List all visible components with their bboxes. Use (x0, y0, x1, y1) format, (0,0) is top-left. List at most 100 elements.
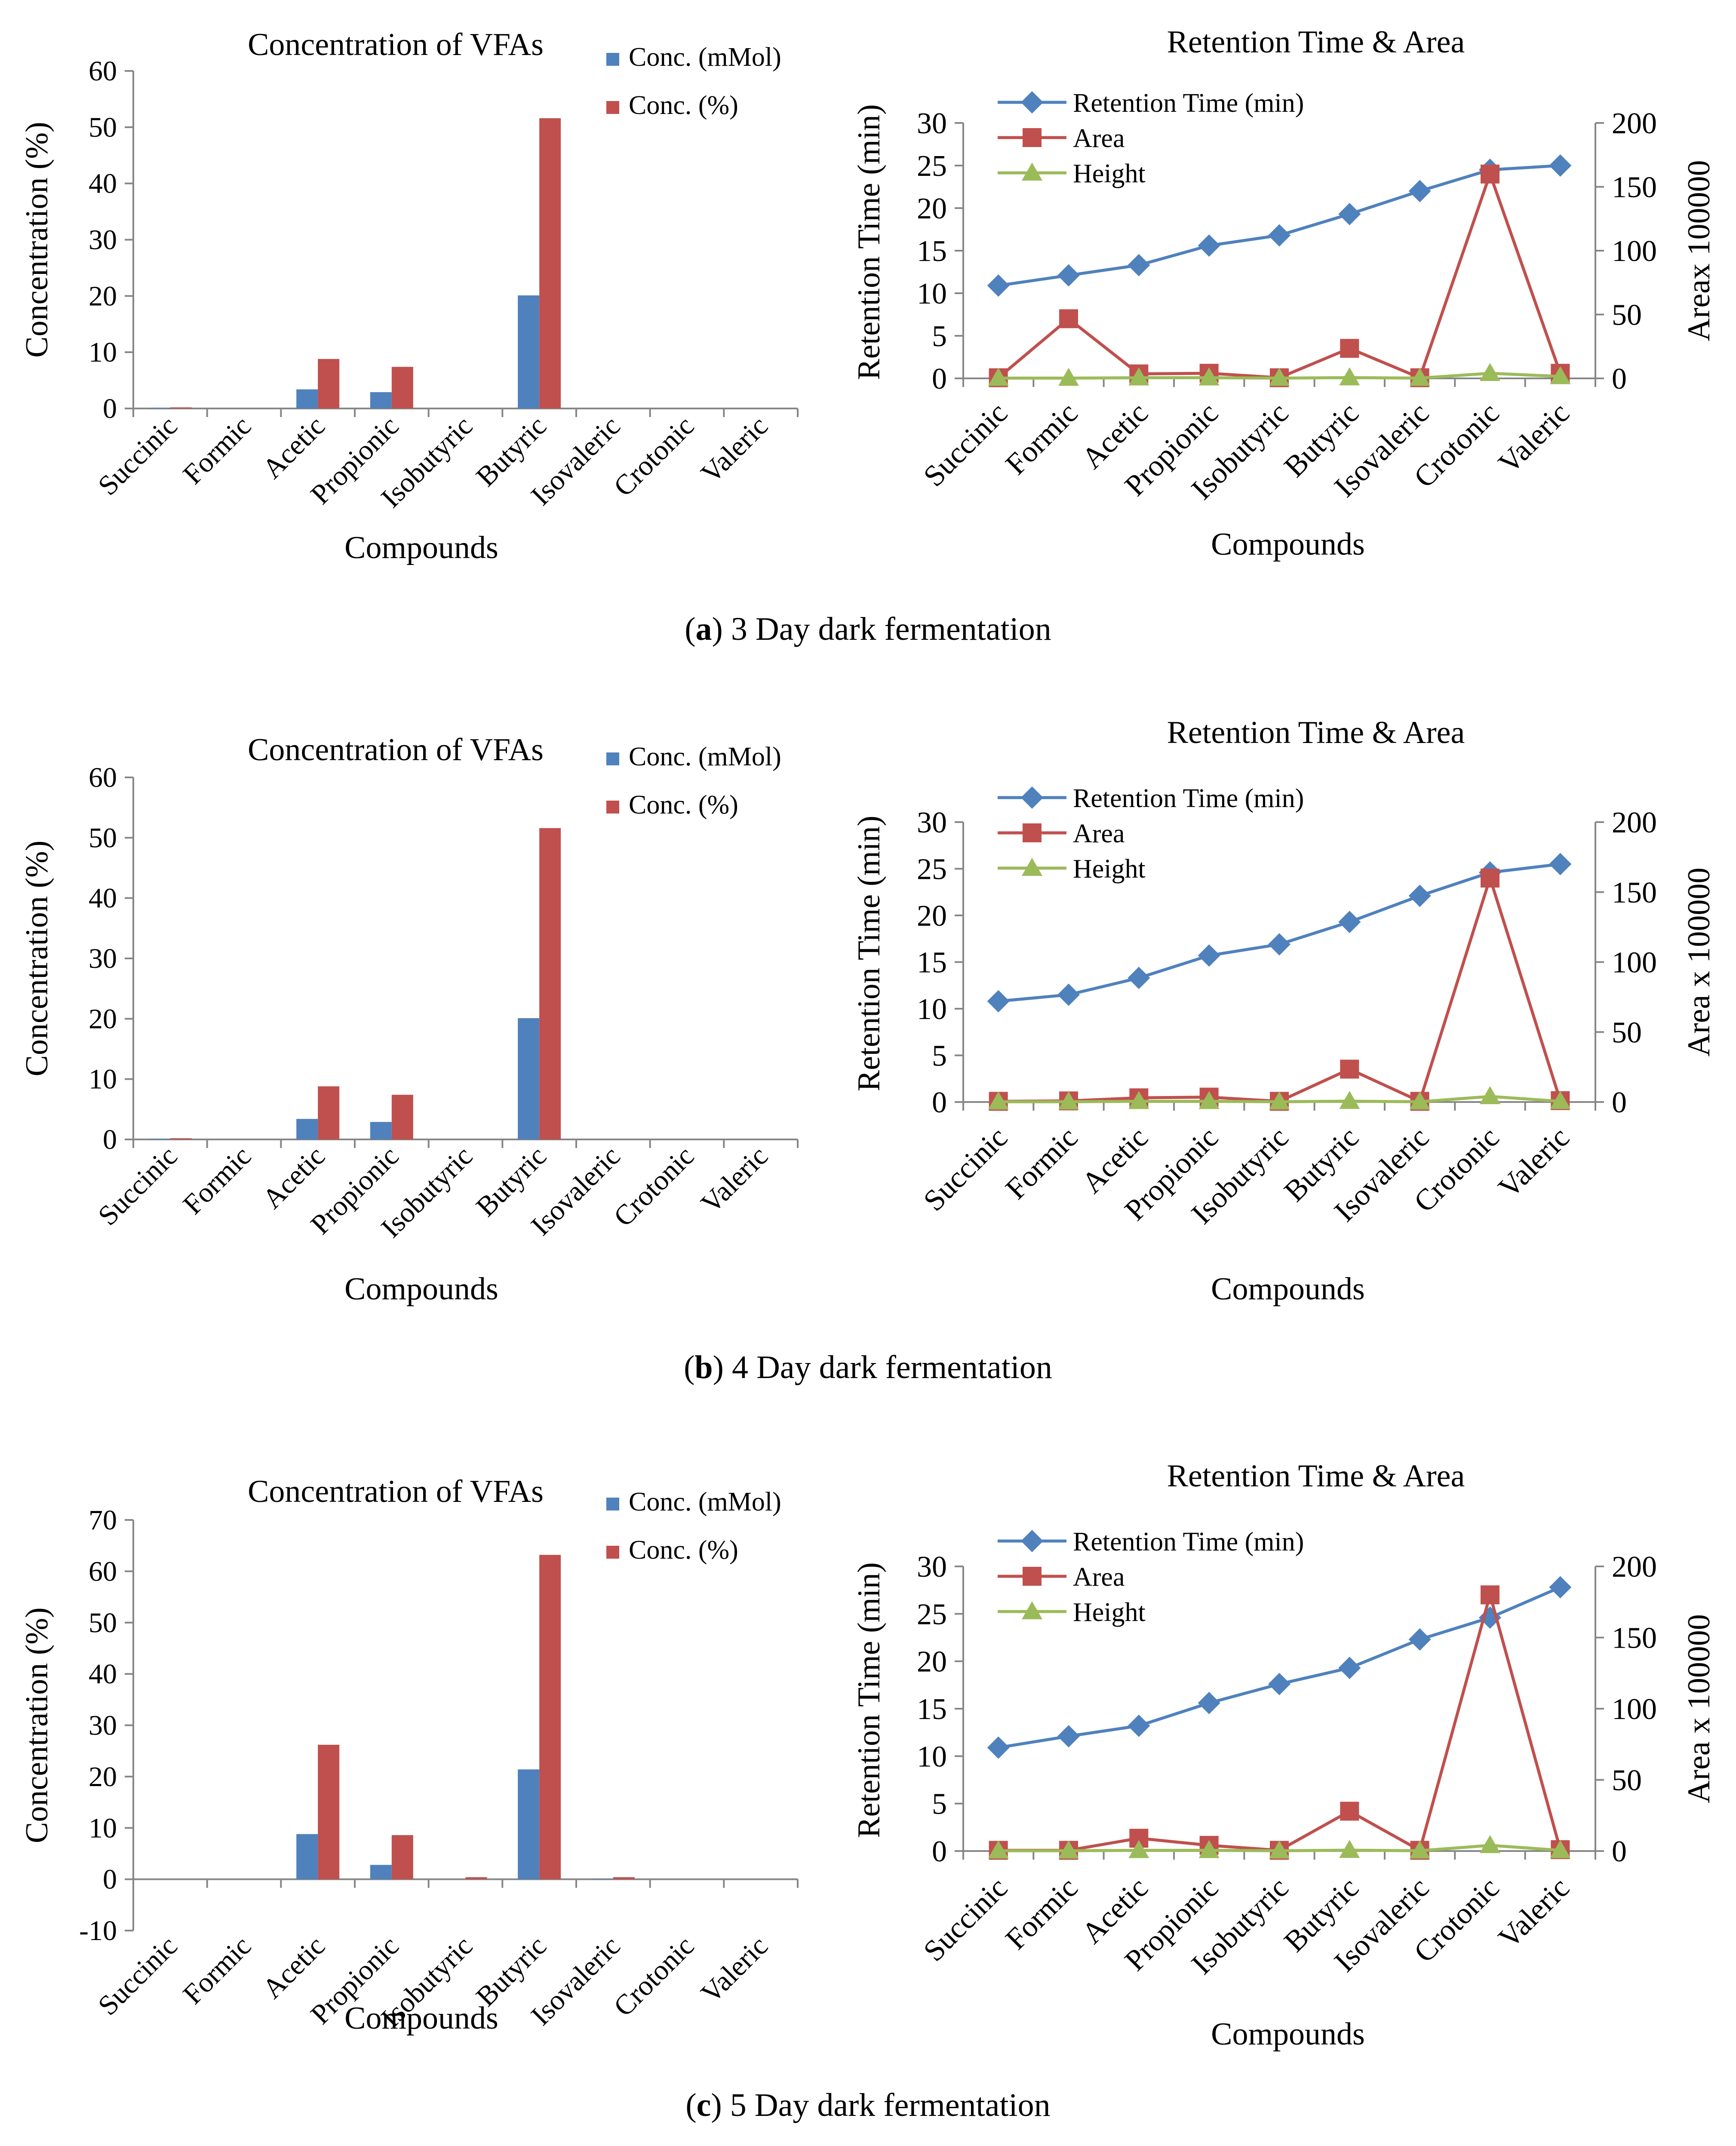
y-axis-label: Retention Time (min) (851, 104, 887, 380)
marker-triangle (1128, 1840, 1149, 1858)
bar-conc-mmol (370, 1865, 392, 1879)
y-tick-label: 5 (932, 1040, 947, 1073)
marker-square (1340, 1802, 1359, 1821)
marker-triangle (1022, 858, 1042, 876)
y-tick-label: 30 (89, 224, 117, 256)
y-tick-label: 30 (917, 806, 947, 839)
marker-triangle (1198, 1840, 1220, 1858)
y-tick-label: 0 (932, 1835, 947, 1868)
y-tick-label: 10 (89, 1064, 117, 1095)
bar-conc-pct (539, 828, 561, 1139)
marker-diamond (987, 274, 1010, 297)
legend-label: Height (1073, 159, 1146, 188)
x-tick-label: Succinic (917, 1871, 1014, 1968)
series-line-area (998, 873, 1562, 1104)
marker-triangle (1058, 1091, 1079, 1110)
y2-tick-label: 100 (1612, 235, 1657, 268)
x-tick-label: Formic (999, 396, 1084, 481)
bar-conc-pct (318, 1744, 340, 1879)
legend-label: Area (1073, 819, 1125, 848)
marker-diamond (1128, 1714, 1150, 1737)
x-tick-label: Valeric (695, 1930, 774, 2009)
marker-triangle (1409, 1091, 1430, 1110)
y-tick-label: 20 (917, 900, 947, 933)
y-tick-label: 25 (917, 1598, 947, 1631)
y2-axis-label: Areax 100000 (1681, 160, 1717, 341)
bar-conc-mmol (518, 1018, 540, 1139)
y2-tick-label: 150 (1612, 171, 1657, 204)
y2-axis-label: Area x 100000 (1681, 868, 1717, 1057)
y-tick-label: 20 (89, 280, 117, 312)
marker-triangle (1022, 163, 1042, 181)
x-axis-label: Compounds (1211, 1271, 1365, 1307)
y-tick-label: 20 (917, 192, 947, 225)
y-tick-label: 5 (932, 320, 947, 353)
bar-conc-pct (391, 367, 413, 408)
marker-triangle (988, 1840, 1009, 1859)
y-axis-label: Concentration (%) (19, 841, 55, 1077)
marker-triangle (1198, 367, 1220, 386)
x-tick-label: Valeric (1492, 1121, 1576, 1205)
y-tick-label: 50 (89, 1607, 117, 1639)
marker-diamond (1057, 264, 1080, 287)
marker-diamond (1338, 203, 1361, 225)
x-tick-label: Succinic (917, 1121, 1014, 1218)
marker-square (1023, 823, 1042, 842)
x-tick-label: Succinic (917, 396, 1014, 493)
series-line-area (997, 169, 1562, 380)
chart-title: Concentration of VFAs (248, 732, 544, 768)
legend-label: Retention Time (min) (1073, 89, 1304, 118)
marker-diamond (1021, 91, 1043, 114)
bar-conc-mmol (370, 392, 392, 408)
bar-conc-pct (170, 407, 192, 408)
y-axis-label: Retention Time (min) (851, 816, 887, 1091)
x-tick-label: Formic (999, 1871, 1084, 1956)
x-tick-label: Crotonic (608, 1140, 700, 1233)
y-tick-label: 0 (103, 1864, 117, 1895)
marker-square (1481, 164, 1499, 184)
marker-diamond (1021, 786, 1043, 809)
marker-triangle (1480, 363, 1500, 381)
y-tick-label: 0 (103, 1124, 117, 1155)
marker-diamond (1198, 234, 1220, 257)
marker-diamond (1057, 983, 1080, 1006)
y2-tick-label: 100 (1612, 1693, 1657, 1726)
legend-label: Retention Time (min) (1073, 1527, 1304, 1557)
marker-square (1481, 1585, 1499, 1605)
legend-label: Height (1073, 1598, 1146, 1627)
bar-conc-pct (318, 359, 340, 408)
y-tick-label: 0 (932, 1086, 947, 1119)
marker-diamond (1198, 944, 1220, 967)
series-line-area (998, 1589, 1562, 1853)
chart-title: Concentration of VFAs (248, 1474, 544, 1509)
marker-triangle (1269, 1091, 1290, 1110)
y-tick-label: 20 (89, 1761, 117, 1793)
bar-conc-mmol (296, 1119, 318, 1139)
marker-triangle (1550, 1091, 1571, 1109)
marker-triangle (1550, 1840, 1571, 1858)
chart-title: Retention Time & Area (1167, 1458, 1465, 1494)
y-tick-label: 50 (89, 112, 117, 143)
y-tick-label: 0 (103, 393, 117, 424)
legend-label: Conc. (%) (629, 790, 738, 820)
marker-diamond (1338, 1657, 1361, 1679)
y-tick-label: 10 (89, 337, 117, 368)
y-axis-label: Concentration (%) (19, 1607, 55, 1843)
marker-square (1023, 1567, 1042, 1586)
bar-chart-c: Concentration of VFAs-10010203040506070S… (19, 1474, 799, 2036)
y-tick-label: 60 (89, 55, 117, 87)
marker-square (1481, 869, 1499, 888)
y-tick-label: -10 (79, 1915, 117, 1946)
bar-conc-mmol (370, 1122, 392, 1139)
legend-label: Retention Time (min) (1073, 784, 1304, 813)
marker-diamond (1268, 933, 1290, 956)
y2-tick-label: 100 (1612, 946, 1657, 979)
marker-triangle (1339, 1840, 1360, 1858)
bar-conc-mmol (296, 389, 318, 408)
line-chart-a: Retention Time & Area 0 5 10 15 20 25 30 0 50 100 1… (851, 25, 1717, 562)
y-tick-label: 10 (917, 277, 947, 310)
marker-diamond (1549, 154, 1572, 177)
marker-square (1340, 339, 1359, 358)
x-tick-label: Formic (999, 1121, 1084, 1206)
